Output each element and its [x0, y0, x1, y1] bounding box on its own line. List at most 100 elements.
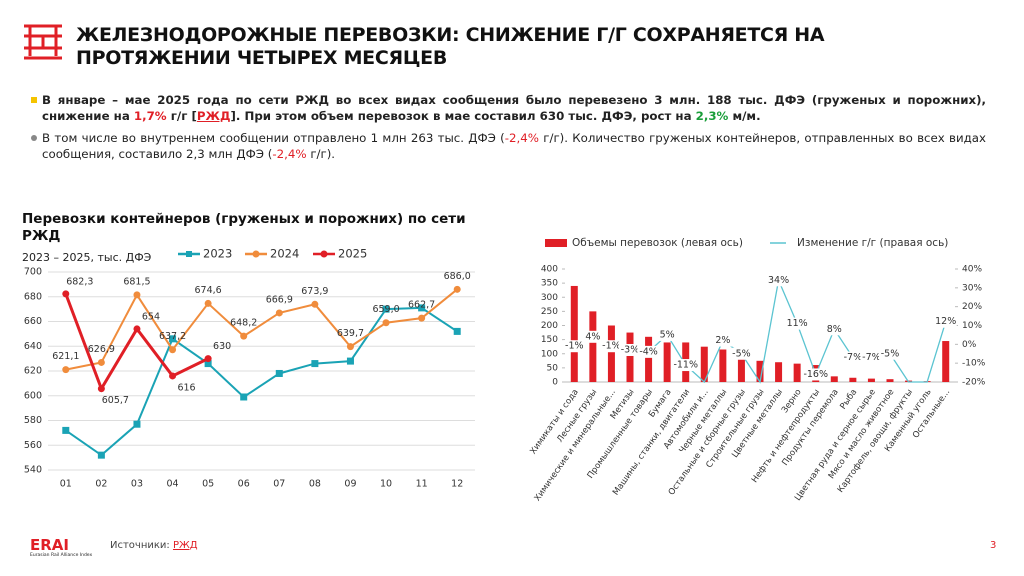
bar [849, 377, 857, 382]
label-bg [581, 330, 604, 343]
bar [830, 376, 838, 382]
x-tick-label: 09 [344, 479, 356, 490]
point [240, 332, 248, 340]
title-line: ПРОТЯЖЕНИИ ЧЕТЫРЕХ МЕСЯЦЕВ [76, 47, 448, 69]
legend-label: 2023 [203, 247, 232, 261]
label-bg [804, 368, 827, 381]
data-label: 654 [142, 311, 160, 322]
data-label: 621,1 [52, 351, 79, 362]
bar [886, 379, 894, 382]
label-bg [600, 340, 623, 353]
source-link[interactable]: РЖД [172, 540, 198, 551]
point [62, 366, 70, 374]
bullet-text[interactable]: РЖД [196, 109, 231, 123]
label-bg [711, 334, 734, 347]
data-label: 648,2 [230, 318, 257, 329]
y-tick-label: 560 [24, 440, 42, 451]
label-bg [934, 315, 957, 328]
y2-tick-label: 20% [962, 302, 982, 312]
bullet-text: 2,3% [695, 109, 729, 123]
data-label: -1% [602, 341, 621, 352]
point [311, 300, 319, 308]
legend-marker [252, 250, 260, 258]
y-tick-label: 300 [541, 293, 558, 303]
x-tick-label: 03 [131, 479, 143, 490]
data-label: 681,5 [123, 276, 150, 287]
point [97, 451, 105, 459]
y-tick-label: 350 [541, 279, 558, 289]
y-tick-label: 600 [24, 390, 42, 401]
data-label: 639,7 [337, 328, 364, 339]
data-label: -5% [732, 348, 751, 359]
series-line [64, 293, 209, 393]
y-tick-label: 0 [552, 378, 558, 388]
bar [645, 336, 653, 382]
data-label: -3% [621, 344, 640, 355]
y-tick-label: 620 [24, 366, 42, 377]
y-tick-label: 540 [24, 465, 42, 476]
data-label: 686,0 [444, 271, 471, 282]
bar [719, 349, 727, 382]
bullet-text: г/г). Количество груженых контейнеров, о… [42, 131, 986, 161]
data-label: 673,9 [301, 286, 328, 297]
point [133, 420, 141, 428]
point [453, 327, 461, 335]
y-tick-label: 680 [24, 291, 42, 302]
bullet-text: г/г). [306, 147, 336, 161]
data-label: 616 [177, 382, 195, 393]
page-number: 3 [990, 540, 997, 551]
y-tick-label: 400 [541, 265, 558, 275]
label-bg [823, 323, 846, 336]
x-tick-label: 08 [309, 479, 321, 490]
data-label: 666,9 [266, 294, 293, 305]
point [169, 346, 177, 354]
y2-tick-label: -20% [962, 378, 986, 388]
point [418, 314, 426, 322]
point [346, 343, 354, 351]
point [62, 290, 70, 298]
point [240, 393, 248, 401]
title-line: ЖЕЛЕЗНОДОРОЖНЫЕ ПЕРЕВОЗКИ: СНИЖЕНИЕ Г/Г … [76, 24, 825, 46]
legend-label: 2024 [270, 247, 299, 261]
x-tick-label: 10 [380, 479, 392, 490]
data-label: -7% [844, 352, 863, 363]
data-label: 637,2 [159, 331, 186, 342]
data-label: 8% [827, 324, 842, 335]
legend-label: 2025 [338, 247, 367, 261]
point [204, 299, 212, 307]
point [275, 309, 283, 317]
chart-title: Перевозки контейнеров (груженых и порожн… [22, 211, 466, 244]
data-label: 659,0 [372, 304, 399, 315]
data-label: -5% [881, 348, 900, 359]
bullet-text: ]. При этом объем перевозок в мае состав… [230, 109, 696, 123]
legend-label: Объемы перевозок (левая ось) [572, 237, 743, 249]
point [133, 291, 141, 299]
data-label: 4% [585, 331, 600, 342]
data-label: 682,3 [66, 276, 93, 287]
series-line [65, 288, 458, 371]
label-bg [619, 343, 641, 356]
bullet-text: 1,7% [133, 109, 167, 123]
bar [607, 325, 615, 382]
bar [663, 342, 671, 382]
bar [626, 332, 634, 382]
bar [867, 378, 875, 382]
bullet: В том числе во внутреннем сообщении отпр… [31, 130, 986, 162]
y2-tick-label: 0% [962, 340, 977, 350]
logo: ERAI [30, 536, 69, 554]
y-tick-label: 640 [24, 341, 42, 352]
x-tick-label: 07 [273, 479, 285, 490]
point [275, 369, 283, 377]
chart-subtitle: 2023 – 2025, тыс. ДФЭ [22, 251, 152, 264]
legend-marker [186, 251, 192, 257]
data-label: -4% [639, 346, 658, 357]
bar [756, 360, 764, 382]
point [133, 325, 141, 333]
bar-chart: 0 50 100 150 200 250 300 350 400 -20% -10% 0% 10% 20%… [528, 237, 986, 503]
rail-icon [24, 24, 62, 60]
y-tick-label: 100 [541, 349, 558, 359]
x-tick-label: 05 [202, 479, 214, 490]
data-label: 2% [715, 335, 730, 346]
data-label: 630 [213, 341, 231, 352]
